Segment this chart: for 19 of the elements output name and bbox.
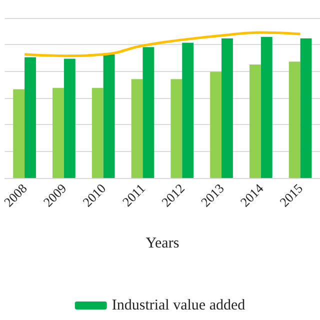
bar — [170, 79, 182, 178]
bar — [142, 47, 154, 178]
bar — [249, 64, 261, 178]
bar — [131, 79, 143, 178]
bar — [182, 42, 194, 178]
legend-label: Industrial value added — [112, 298, 246, 314]
bar — [260, 36, 272, 178]
bar — [300, 38, 312, 178]
bar — [210, 72, 222, 178]
bar — [13, 89, 25, 178]
bar — [103, 54, 115, 178]
bar — [52, 88, 64, 178]
x-axis-title: Years — [146, 236, 180, 252]
bar — [222, 38, 233, 178]
bar — [64, 58, 76, 178]
bar — [92, 88, 104, 178]
bar — [24, 57, 36, 178]
bar — [288, 62, 300, 178]
x-tick-label: 2011 — [119, 180, 148, 210]
